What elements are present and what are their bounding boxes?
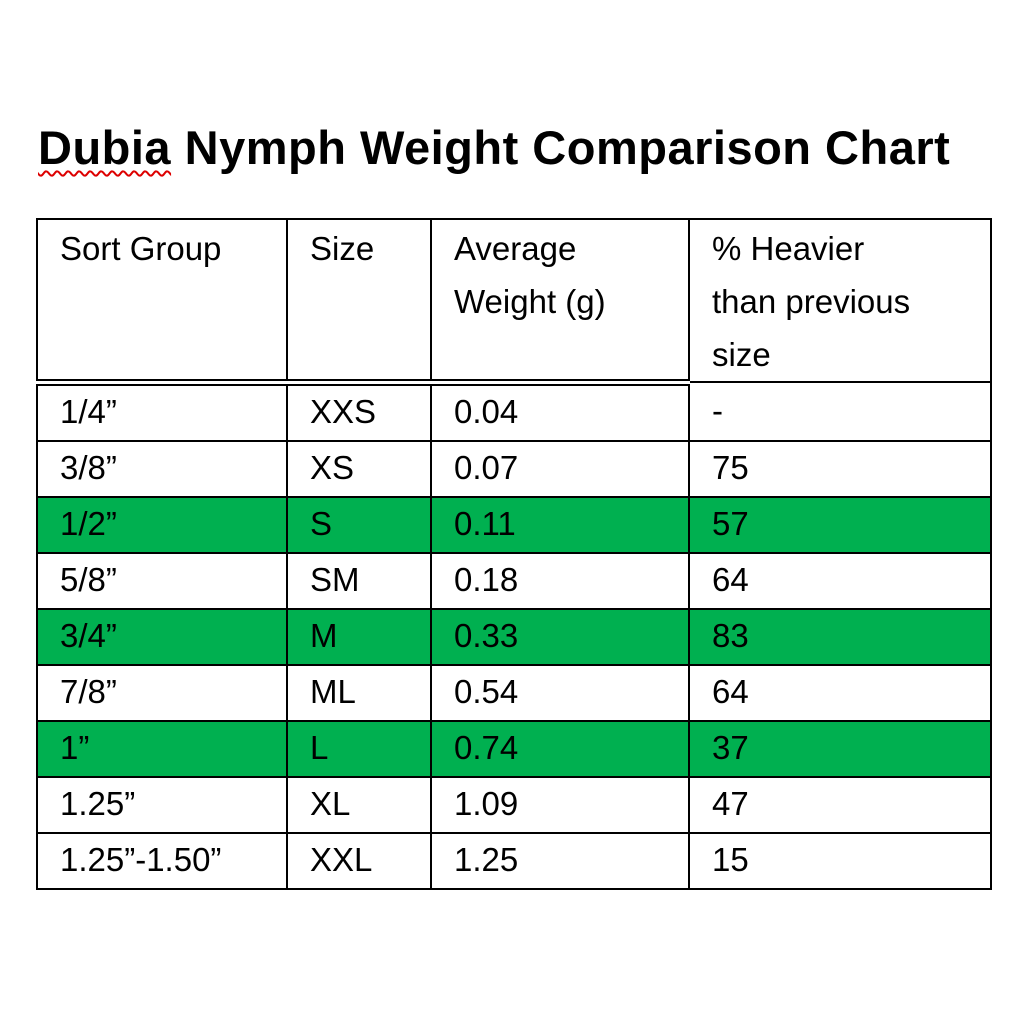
cell-pct-heavier: 15 <box>688 831 992 890</box>
table-row: 1/2” S 0.11 57 <box>36 495 992 554</box>
cell-size: XXL <box>286 831 432 890</box>
cell-sort-group: 1” <box>36 719 288 778</box>
cell-pct-heavier: 57 <box>688 495 992 554</box>
cell-pct-heavier: 64 <box>688 551 992 610</box>
cell-size: XL <box>286 775 432 834</box>
cell-size: XXS <box>286 381 432 442</box>
cell-avg-weight: 0.04 <box>430 381 690 442</box>
cell-pct-heavier: 64 <box>688 663 992 722</box>
cell-avg-weight: 0.74 <box>430 719 690 778</box>
table-row: 1/4” XXS 0.04- <box>36 381 992 442</box>
table-row: 5/8” SM 0.18 64 <box>36 551 992 610</box>
cell-size: SM <box>286 551 432 610</box>
cell-avg-weight: 1.09 <box>430 775 690 834</box>
column-header-size: Size <box>286 218 432 386</box>
cell-avg-weight: 0.07 <box>430 439 690 498</box>
cell-size: L <box>286 719 432 778</box>
column-header-sort-group: Sort Group <box>36 218 288 386</box>
cell-pct-heavier: 47 <box>688 775 992 834</box>
cell-pct-heavier: - <box>688 381 992 442</box>
table-row: 1.25” XL 1.09 47 <box>36 775 992 834</box>
cell-sort-group: 1/2” <box>36 495 288 554</box>
cell-avg-weight: 0.54 <box>430 663 690 722</box>
table-row: 3/4” M 0.33 83 <box>36 607 992 666</box>
cell-pct-heavier: 83 <box>688 607 992 666</box>
cell-pct-heavier: 75 <box>688 439 992 498</box>
table-row: 1” L 0.74 37 <box>36 719 992 778</box>
cell-sort-group: 3/8” <box>36 439 288 498</box>
cell-sort-group: 1.25” <box>36 775 288 834</box>
cell-size: S <box>286 495 432 554</box>
column-header-pct-heavier: % Heavier than previous size <box>688 218 992 383</box>
table-row: 7/8” ML 0.54 64 <box>36 663 992 722</box>
table-header-row: Sort Group Size Average Weight (g)% Heavie… <box>36 218 992 386</box>
cell-sort-group: 1/4” <box>36 381 288 442</box>
cell-sort-group: 7/8” <box>36 663 288 722</box>
cell-avg-weight: 1.25 <box>430 831 690 890</box>
cell-pct-heavier: 37 <box>688 719 992 778</box>
title-rest: Nymph Weight Comparison Chart <box>171 121 951 174</box>
cell-avg-weight: 0.11 <box>430 495 690 554</box>
cell-avg-weight: 0.33 <box>430 607 690 666</box>
cell-size: XS <box>286 439 432 498</box>
cell-size: M <box>286 607 432 666</box>
page-title: Dubia Nymph Weight Comparison Chart <box>38 120 950 175</box>
table-row: 3/8” XS 0.07 75 <box>36 439 992 498</box>
weight-comparison-table: Sort Group Size Average Weight (g)% Heavie… <box>36 218 992 890</box>
table-row: 1.25”-1.50” XXL 1.25 15 <box>36 831 992 890</box>
title-misspelled-word: Dubia <box>38 121 172 174</box>
cell-sort-group: 1.25”-1.50” <box>36 831 288 890</box>
cell-sort-group: 5/8” <box>36 551 288 610</box>
cell-avg-weight: 0.18 <box>430 551 690 610</box>
cell-sort-group: 3/4” <box>36 607 288 666</box>
column-header-avg-weight: Average Weight (g) <box>430 218 690 386</box>
cell-size: ML <box>286 663 432 722</box>
